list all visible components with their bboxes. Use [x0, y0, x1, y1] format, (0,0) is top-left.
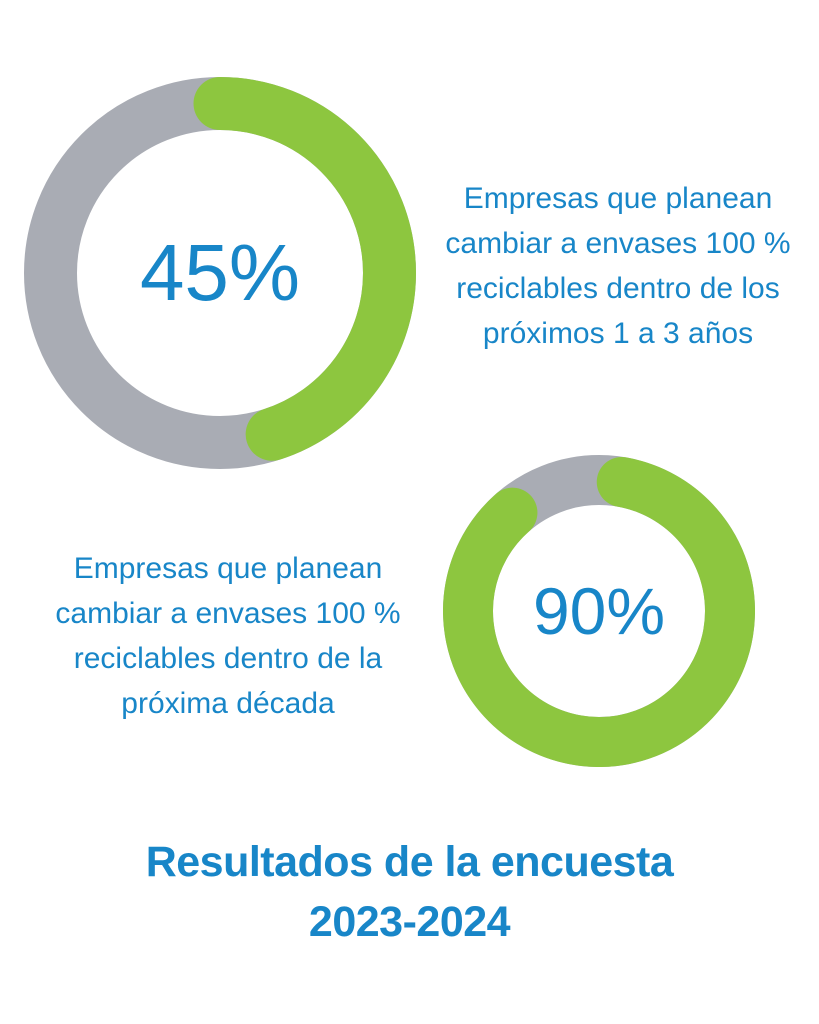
caption-line: reciclables dentro de los: [456, 272, 780, 305]
caption-line: cambiar a envases 100 %: [55, 597, 401, 630]
page-title: Resultados de la encuesta 2023-2024: [0, 832, 819, 952]
donut-90-center-label: 90%: [532, 574, 666, 648]
donut-90-caption: Empresas que planean cambiar a envases 1…: [22, 546, 434, 726]
donut-chart-45-svg: [24, 77, 416, 469]
caption-line: cambiar a envases 100 %: [445, 227, 791, 260]
page-title-line: 2023-2024: [308, 898, 511, 946]
caption-line: reciclables dentro de la: [73, 642, 383, 675]
caption-line: próximos 1 a 3 años: [482, 317, 754, 350]
donut-45-value-arc: [24, 77, 416, 469]
caption-line: próxima década: [121, 687, 335, 720]
caption-line: Empresas que planean: [463, 182, 773, 215]
caption-line: Empresas que planean: [73, 552, 383, 585]
donut-chart-45: 45%: [24, 77, 416, 469]
donut-chart-90: 90%: [443, 455, 755, 767]
donut-45-caption: Empresas que planean cambiar a envases 1…: [420, 176, 816, 356]
page-title-line: Resultados de la encuesta: [145, 838, 674, 886]
donut-chart-90-svg: [443, 455, 755, 767]
donut-45-center-label: 45%: [139, 228, 301, 317]
donut-90-value-arc: [443, 455, 755, 767]
